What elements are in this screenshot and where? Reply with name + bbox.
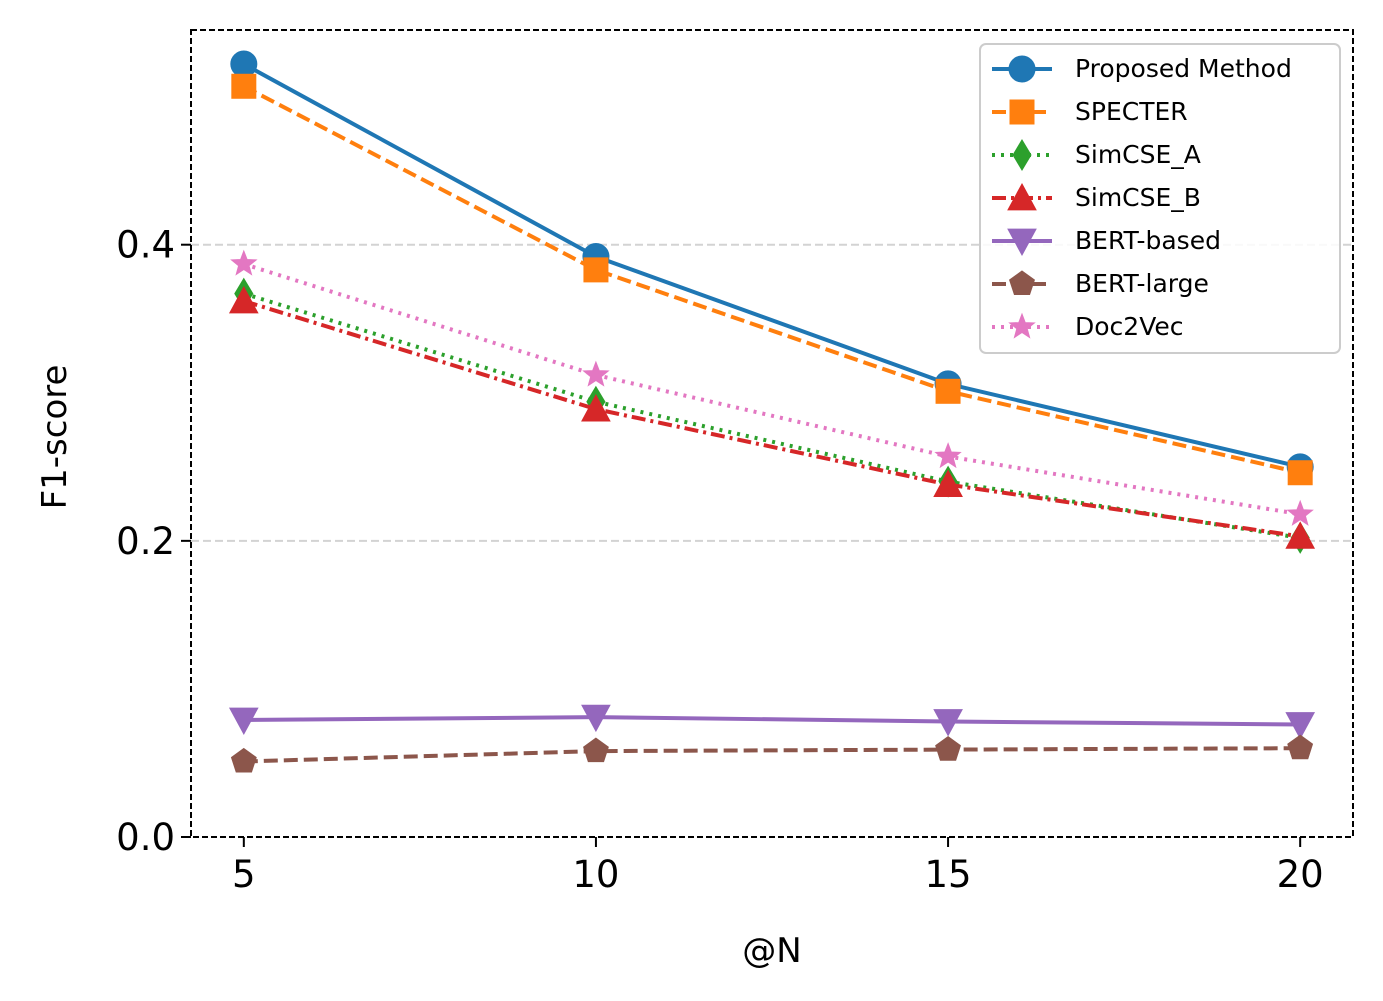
legend-entry: BERT-based: [992, 226, 1221, 257]
data-point: [1285, 712, 1316, 740]
legend-marker: [1012, 139, 1032, 171]
gridlines: [191, 243, 1353, 542]
data-point: [228, 285, 259, 314]
legend-label: SimCSE_A: [1075, 140, 1201, 169]
legend-marker: [1008, 312, 1036, 339]
legend-label: Proposed Method: [1075, 54, 1292, 83]
data-point: [582, 360, 610, 387]
data-point: [1287, 734, 1314, 760]
x-axis-label: @N: [742, 931, 801, 971]
axes-layer: 5 10 15 20 0.0 0.2 0.4: [116, 224, 1324, 896]
legend-entry: Proposed Method: [992, 54, 1292, 83]
data-point: [1285, 521, 1316, 549]
legend-marker: [1009, 99, 1035, 125]
legend-entry: SimCSE_A: [992, 139, 1201, 171]
legend-label: SimCSE_B: [1075, 183, 1201, 212]
y-axis-label: F1-score: [35, 365, 75, 510]
series-line: [243, 299, 1301, 539]
legend-marker: [1007, 228, 1037, 257]
data-point: [230, 249, 258, 276]
data-point: [231, 73, 257, 99]
legend-label: BERT-based: [1075, 226, 1221, 255]
series-line: [243, 715, 1301, 727]
data-point: [933, 709, 963, 737]
data-point: [583, 737, 609, 763]
legend: Proposed Method SPECTER SimCSE_A SimCSE_B BE…: [979, 43, 1341, 354]
series-line: [243, 746, 1301, 764]
x-tick-label: 5: [232, 853, 256, 896]
legend-marker: [1007, 182, 1037, 211]
legend-entry: BERT-large: [992, 269, 1209, 298]
data-point: [1287, 460, 1313, 486]
data-point: [934, 442, 962, 469]
y-tick-label: 0.2: [116, 520, 175, 563]
legend-label: Doc2Vec: [1075, 312, 1183, 341]
data-point: [935, 378, 961, 404]
x-tick-label: 10: [572, 853, 619, 896]
data-point: [581, 394, 611, 422]
data-point: [230, 50, 258, 78]
legend-label: BERT-large: [1075, 269, 1209, 298]
plot-frame: [190, 29, 1354, 838]
legend-box: [979, 43, 1341, 354]
data-point: [581, 704, 611, 733]
data-point: [583, 257, 609, 283]
data-point: [228, 707, 259, 736]
data-point: [1286, 499, 1314, 526]
series-6: [230, 249, 1314, 526]
legend-label: SPECTER: [1075, 97, 1188, 126]
legend-marker: [1008, 55, 1036, 83]
series-3: [228, 285, 1316, 549]
legend-entry: SPECTER: [992, 97, 1188, 126]
data-point: [230, 747, 257, 773]
y-tick-label: 0.0: [116, 816, 175, 859]
x-tick-label: 15: [925, 853, 972, 896]
series-layer: [228, 50, 1316, 773]
legend-entry: Doc2Vec: [992, 312, 1183, 341]
y-tick-label: 0.4: [116, 224, 175, 267]
legend-entry: SimCSE_B: [992, 182, 1201, 212]
series-line: [242, 62, 1301, 469]
series-1: [231, 73, 1313, 486]
series-line: [242, 84, 1301, 475]
series-4: [228, 704, 1316, 740]
x-tick-label: 20: [1277, 853, 1324, 896]
series-line: [243, 262, 1301, 517]
series-5: [230, 734, 1314, 773]
data-point: [935, 735, 961, 761]
legend-marker: [1009, 270, 1035, 295]
data-point: [933, 469, 963, 497]
